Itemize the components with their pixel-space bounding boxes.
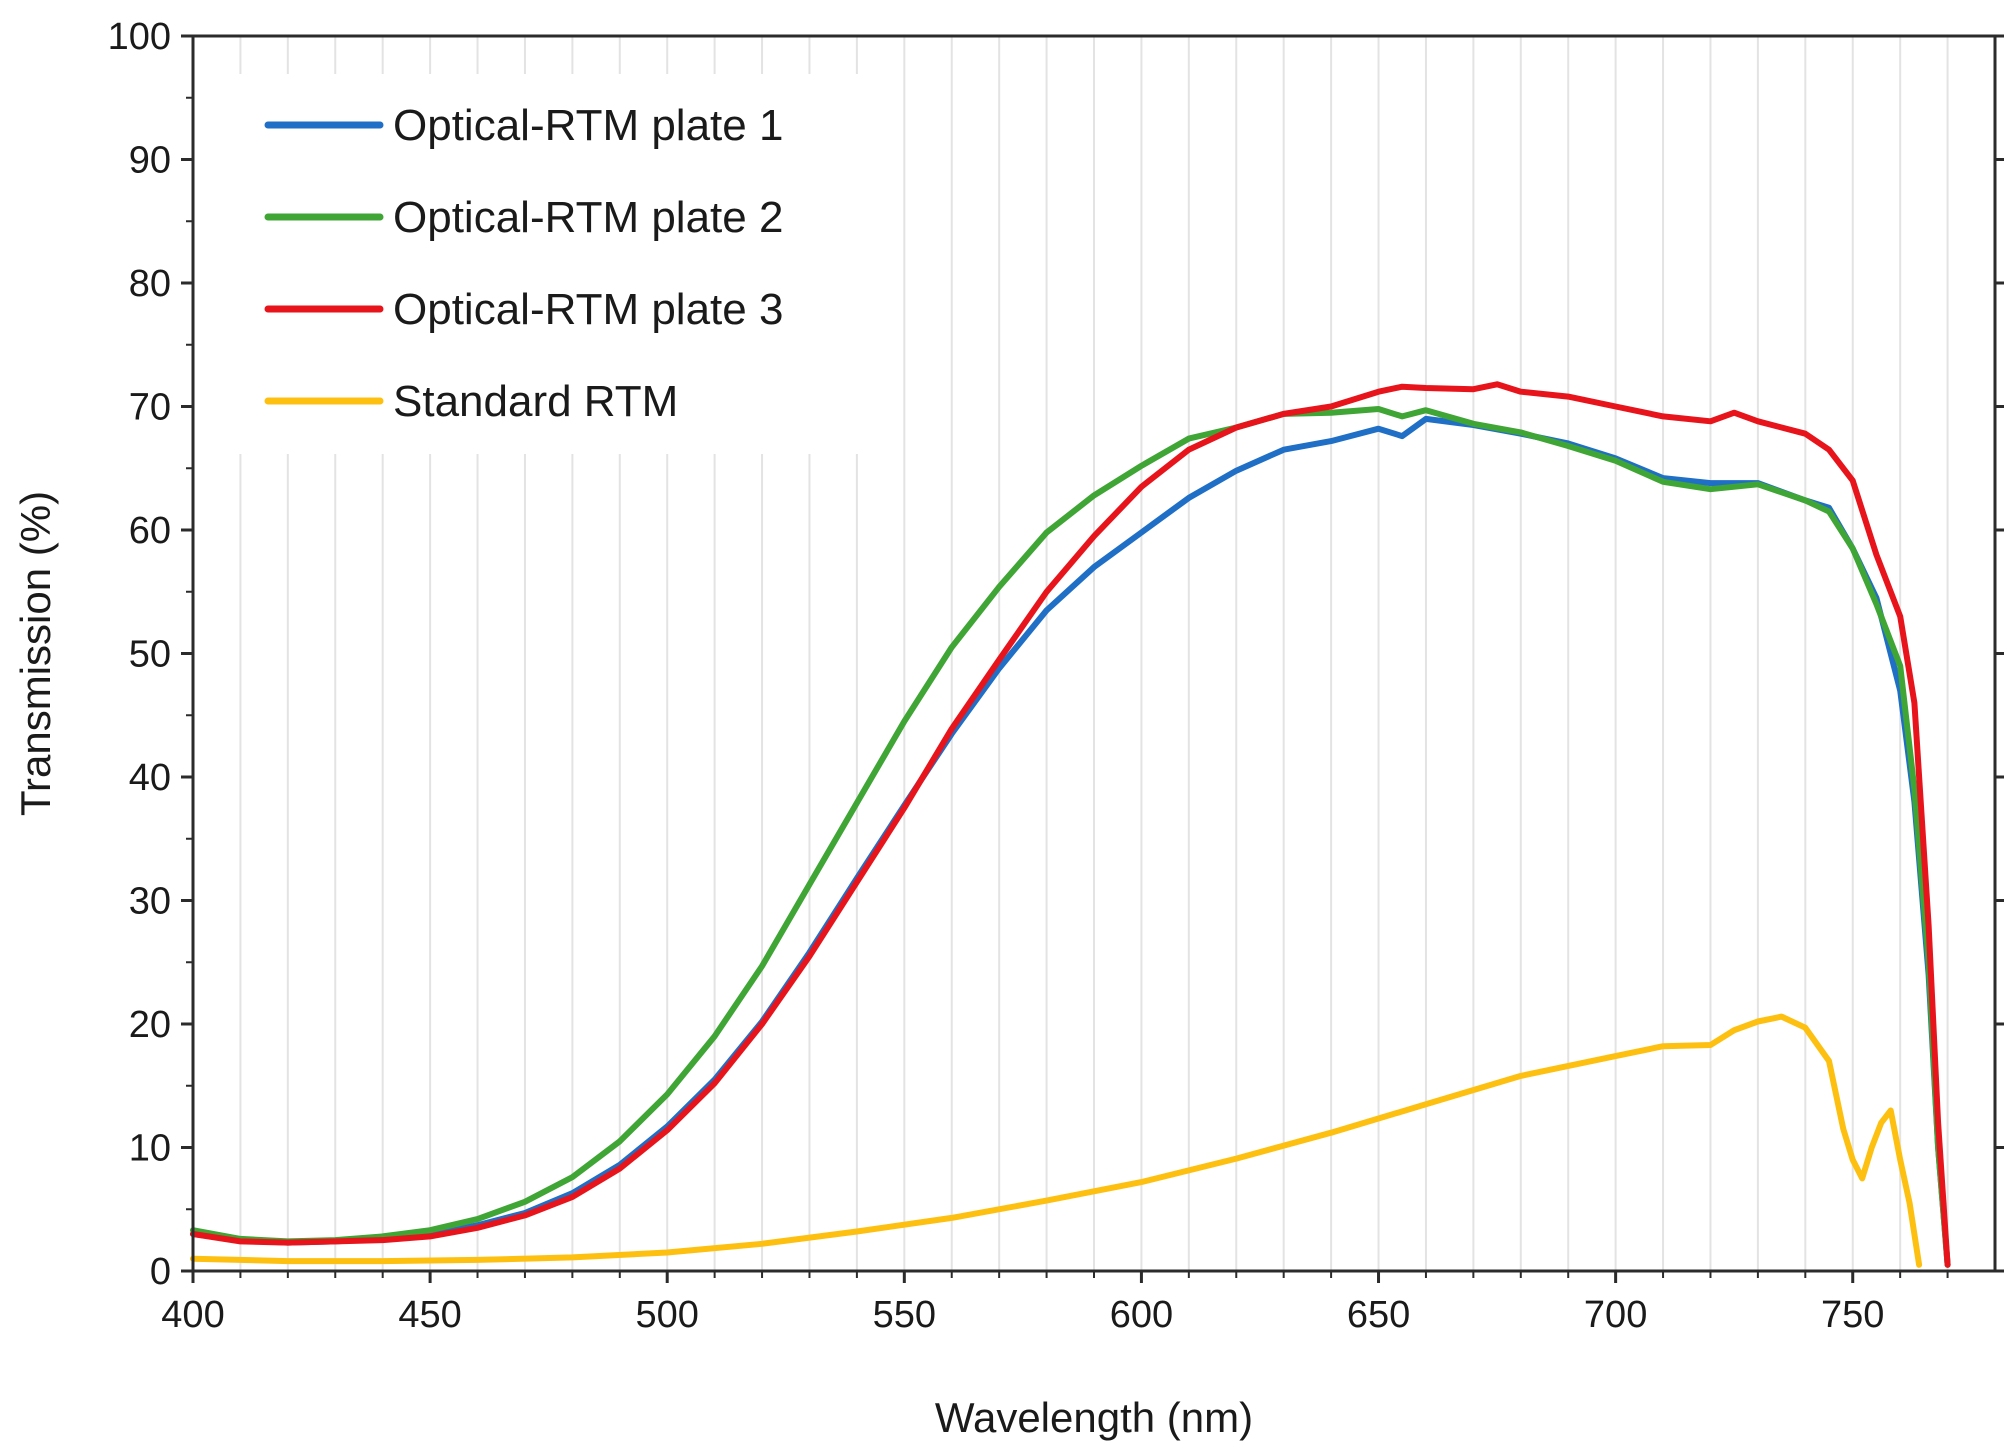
- legend: Optical-RTM plate 1 Optical-RTM plate 2 Op…: [228, 74, 868, 454]
- y-tick-label: 50: [129, 634, 171, 676]
- x-tick-label: 600: [1110, 1294, 1173, 1336]
- x-tick-label: 550: [873, 1294, 936, 1336]
- x-tick-label: 750: [1821, 1294, 1884, 1336]
- x-tick-label: 700: [1584, 1294, 1647, 1336]
- y-tick-label: 30: [129, 881, 171, 923]
- series-line-2: [190, 406, 1951, 1268]
- legend-background: [228, 74, 868, 454]
- series-line-3: [190, 381, 1951, 1268]
- y-tick-label: 80: [129, 263, 171, 305]
- series-line-1: [190, 415, 1951, 1268]
- y-tick-label: 60: [129, 510, 171, 552]
- x-tick-label: 500: [636, 1294, 699, 1336]
- legend-label: Optical-RTM plate 1: [393, 101, 783, 150]
- y-tick-label: 100: [108, 16, 171, 58]
- y-tick-label: 90: [129, 140, 171, 182]
- series-layer: [190, 381, 1951, 1268]
- x-tick-label: 450: [398, 1294, 461, 1336]
- ticks-layer: 400 450 500 550 600 650 700 750 0 10 20 30 40 50 60 70 8…: [108, 16, 2004, 1336]
- series-line-4: [190, 1013, 1923, 1268]
- legend-label: Optical-RTM plate 2: [393, 193, 783, 242]
- y-axis-label: Transmission (%): [12, 491, 59, 816]
- x-axis-label: Wavelength (nm): [935, 1394, 1253, 1441]
- x-tick-label: 650: [1347, 1294, 1410, 1336]
- y-tick-label: 10: [129, 1128, 171, 1170]
- y-tick-label: 70: [129, 387, 171, 429]
- y-tick-label: 20: [129, 1004, 171, 1046]
- legend-label: Optical-RTM plate 3: [393, 285, 783, 334]
- y-tick-label: 0: [150, 1251, 171, 1293]
- y-tick-label: 40: [129, 757, 171, 799]
- x-tick-label: 400: [161, 1294, 224, 1336]
- legend-label: Standard RTM: [393, 377, 678, 426]
